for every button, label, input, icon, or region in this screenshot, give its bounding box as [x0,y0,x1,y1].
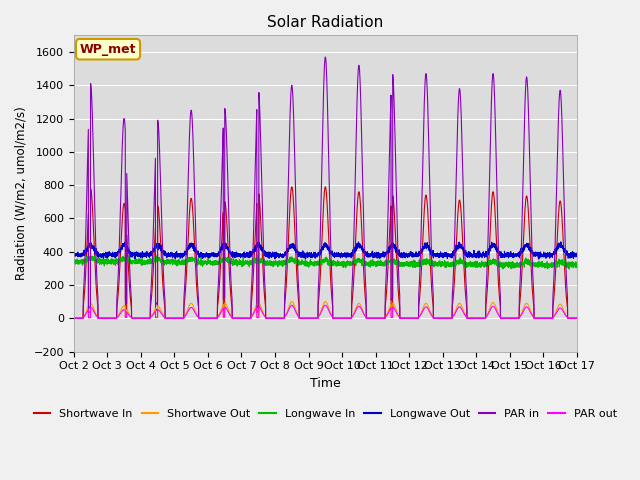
Longwave Out [467,251,474,257]
Longwave In [565,266,573,272]
Longwave In [307,260,314,265]
PAR out [573,315,580,321]
PAR in [307,315,314,321]
Shortwave Out [288,299,296,304]
Longwave In [161,258,168,264]
Shortwave In [438,315,445,321]
PAR out [410,315,418,321]
Shortwave In [573,315,580,321]
Shortwave In [288,184,296,190]
PAR out [161,314,168,320]
Line: PAR in: PAR in [74,57,577,318]
Longwave Out [573,253,580,259]
Longwave Out [161,251,168,256]
PAR out [288,302,296,308]
Line: Longwave Out: Longwave Out [74,242,577,259]
PAR in [321,54,329,60]
Y-axis label: Radiation (W/m2, umol/m2/s): Radiation (W/m2, umol/m2/s) [15,107,28,280]
Longwave In [467,259,474,264]
Shortwave Out [161,313,168,319]
Line: PAR out: PAR out [74,305,577,318]
Shortwave Out [70,315,77,321]
Longwave Out [573,253,580,259]
Shortwave Out [573,315,580,321]
Shortwave Out [438,315,445,321]
Longwave In [573,263,580,269]
Shortwave In [467,315,474,321]
Longwave In [438,260,445,266]
PAR out [438,315,445,321]
Shortwave In [410,315,418,321]
Title: Solar Radiation: Solar Radiation [268,15,383,30]
Longwave Out [410,254,418,260]
Shortwave In [161,299,168,304]
Shortwave In [573,315,580,321]
Longwave In [153,252,161,258]
Shortwave Out [467,315,474,321]
PAR in [467,315,474,321]
PAR in [573,315,580,321]
Legend: Shortwave In, Shortwave Out, Longwave In, Longwave Out, PAR in, PAR out: Shortwave In, Shortwave Out, Longwave In… [29,405,621,423]
X-axis label: Time: Time [310,377,340,390]
Line: Longwave In: Longwave In [74,255,577,269]
Shortwave Out [573,315,580,321]
PAR in [70,315,77,321]
Shortwave Out [410,315,418,321]
Line: Shortwave Out: Shortwave Out [74,301,577,318]
PAR in [161,286,168,291]
Text: WP_met: WP_met [80,43,136,56]
Line: Shortwave In: Shortwave In [74,187,577,318]
PAR in [410,315,418,321]
Longwave Out [438,253,445,259]
Shortwave Out [307,315,314,321]
Longwave Out [307,252,314,258]
Longwave In [70,258,77,264]
PAR out [573,315,580,321]
Shortwave In [307,315,314,321]
Longwave Out [70,252,77,257]
Longwave Out [557,239,564,245]
PAR out [70,315,77,321]
PAR out [467,315,474,321]
PAR out [307,315,314,321]
PAR in [438,315,445,321]
Shortwave In [70,315,77,321]
PAR in [573,315,580,321]
Longwave Out [535,256,543,262]
Longwave In [573,262,580,268]
Longwave In [410,261,418,266]
